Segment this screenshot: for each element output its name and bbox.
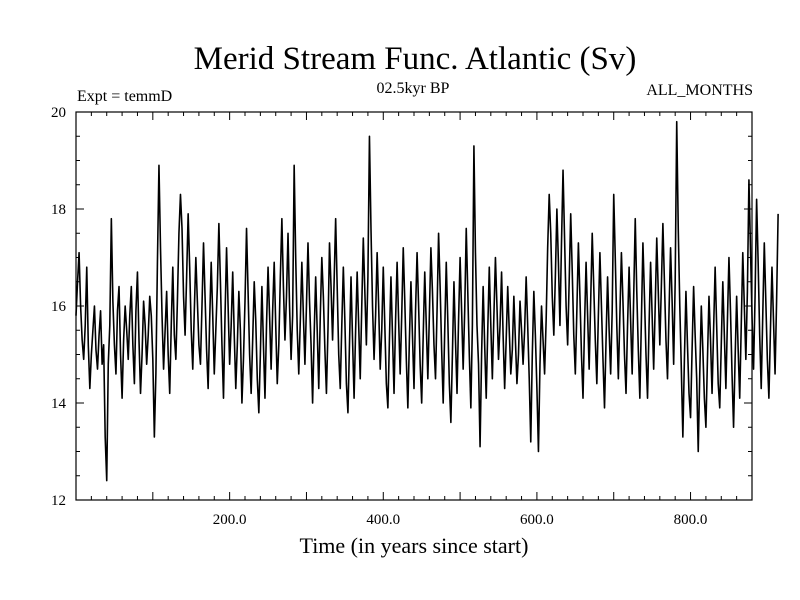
x-tick-label: 800.0 [674, 512, 708, 528]
period-label: 02.5kyr BP [377, 80, 450, 97]
experiment-label: Expt = temmD [77, 88, 172, 105]
y-tick-label: 18 [51, 202, 66, 218]
y-tick-label: 14 [51, 396, 67, 412]
x-tick-label: 200.0 [213, 512, 247, 528]
y-tick-label: 16 [51, 299, 67, 315]
months-label: ALL_MONTHS [646, 82, 753, 99]
x-axis-label: Time (in years since start) [300, 533, 529, 558]
plot-area [75, 111, 779, 501]
y-axis: 12 14 16 18 20 [51, 105, 752, 509]
x-axis: 200.0 400.0 600.0 800.0 [90, 112, 753, 528]
chart-title: Merid Stream Func. Atlantic (Sv) [194, 41, 637, 77]
x-tick-label: 600.0 [520, 512, 554, 528]
series-line [75, 120, 779, 482]
y-tick-label: 20 [51, 105, 66, 121]
x-tick-label: 400.0 [366, 512, 400, 528]
y-tick-label: 12 [51, 493, 66, 509]
